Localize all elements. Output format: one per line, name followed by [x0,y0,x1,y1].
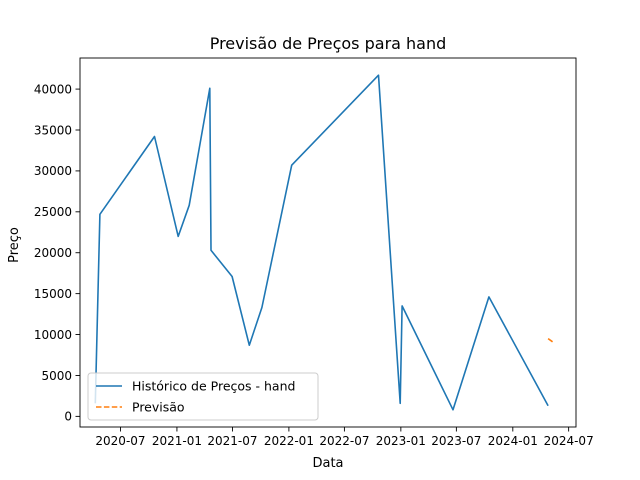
series-line-2 [547,337,554,343]
legend-box [87,372,319,421]
y-tick-label: 10000 [34,328,72,342]
x-tick-label: 2022-07 [319,434,369,448]
x-axis: 2020-07 2021-01 2021-07 2022-01 2022-07 2023-… [95,427,594,448]
x-tick-label: 2023-01 [376,434,426,448]
y-axis-label: Preço [7,227,22,263]
x-tick-label: 2020-07 [95,434,145,448]
y-tick-label: 5000 [41,369,72,383]
y-tick-label: 35000 [34,123,72,137]
y-tick-label: 40000 [34,82,72,96]
x-tick-label: 2022-01 [264,434,314,448]
chart-title: Previsão de Preços para hand [210,34,447,53]
y-tick-label: 0 [64,410,72,424]
x-tick-label: 2021-07 [207,434,257,448]
x-tick-label: 2024-01 [488,434,538,448]
legend-label-2: Previsão [132,400,185,415]
x-tick-label: 2021-01 [152,434,202,448]
series-line-1 [94,74,549,411]
y-tick-label: 30000 [34,164,72,178]
y-tick-label: 20000 [34,246,72,260]
legend-label-1: Histórico de Preços - hand [132,379,295,394]
plot-area [79,57,577,428]
x-tick-label: 2023-07 [431,434,481,448]
x-axis-label: Data [312,456,343,471]
x-tick-label: 2024-07 [544,434,594,448]
y-tick-label: 25000 [34,205,72,219]
y-tick-label: 15000 [34,287,72,301]
y-axis: 0 5000 10000 15000 20000 25000 30000 35000 40000 [34,82,80,424]
legend: Histórico de Preços - hand Previsão [87,372,319,421]
axes-frame [79,57,577,428]
